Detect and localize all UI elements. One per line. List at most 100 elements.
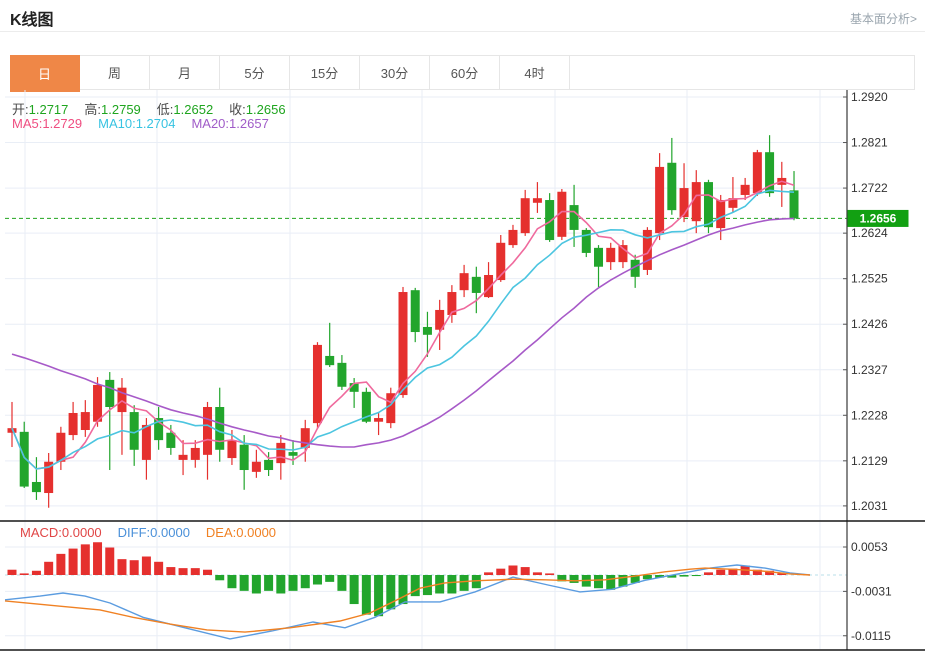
macd-bar xyxy=(337,575,347,591)
candle-body xyxy=(630,259,640,277)
header-divider xyxy=(0,31,925,32)
candle-body xyxy=(496,242,506,281)
legend-label: 开: xyxy=(12,102,29,117)
legend-item: 开:1.2717 xyxy=(12,102,68,117)
price-axis-label: 1.2031 xyxy=(851,499,888,513)
legend-item: MA20:1.2657 xyxy=(191,116,268,131)
candle-body xyxy=(44,461,54,494)
tab-h4[interactable]: 4时 xyxy=(500,56,570,89)
candle-body xyxy=(679,188,689,218)
candle-body xyxy=(716,200,726,229)
macd-bar xyxy=(508,565,518,575)
ma5-line xyxy=(11,180,795,470)
price-axis-label: 1.2228 xyxy=(851,408,888,422)
candle-body xyxy=(655,166,665,234)
legend-value: 1.2657 xyxy=(229,116,269,131)
candle-body xyxy=(68,412,78,436)
legend-label: MA20: xyxy=(191,116,230,131)
current-price-badge-value: 1.2656 xyxy=(860,211,897,225)
candle-body xyxy=(239,444,249,471)
macd-bar xyxy=(154,561,164,575)
ohlc-legend: 开:1.2717 高:1.2759 低:1.2652 收:1.2656 xyxy=(12,99,302,118)
macd-bar xyxy=(44,561,54,575)
legend-value: 1.2759 xyxy=(101,102,141,117)
macd-bar xyxy=(520,567,530,575)
tab-m60[interactable]: 60分 xyxy=(430,56,500,89)
candle-body xyxy=(752,152,762,194)
macd-bar xyxy=(239,575,249,591)
candle-body xyxy=(300,428,310,448)
macd-bar xyxy=(68,548,78,575)
candle-body xyxy=(349,383,359,392)
macd-bar xyxy=(484,572,494,575)
candle-body xyxy=(7,428,17,433)
tab-week[interactable]: 周 xyxy=(80,56,150,89)
legend-item: MACD:0.0000 xyxy=(20,525,102,540)
legend-value: 1.2656 xyxy=(245,102,286,117)
macd-bar xyxy=(655,575,665,578)
macd-bar xyxy=(496,568,506,575)
candle-body xyxy=(361,391,371,422)
macd-bar xyxy=(7,569,17,575)
candle-body xyxy=(288,452,298,456)
tab-m5[interactable]: 5分 xyxy=(220,56,290,89)
candle-body xyxy=(325,355,335,366)
page-title: K线图 xyxy=(10,12,54,29)
fundamental-analysis-link[interactable]: 基本面分析> xyxy=(849,12,917,26)
macd-bar xyxy=(679,575,689,577)
macd-bar xyxy=(19,573,29,575)
legend-item: MA5:1.2729 xyxy=(12,116,82,131)
candle-body xyxy=(545,200,555,241)
period-tabbar: 日周月 5分 15分 30分 60分 4时 xyxy=(10,55,915,92)
macd-bar xyxy=(703,572,713,575)
macd-bar xyxy=(141,556,151,575)
macd-bar xyxy=(264,575,274,591)
diff-line xyxy=(4,564,811,640)
macd-bar xyxy=(215,575,225,581)
macd-bar xyxy=(386,575,396,610)
macd-bar xyxy=(618,575,628,587)
macd-bar xyxy=(117,559,127,575)
candle-body xyxy=(80,412,90,431)
candle-body xyxy=(56,432,66,462)
dea-line xyxy=(4,567,811,633)
candle-body xyxy=(471,276,481,293)
macd-bar xyxy=(80,544,90,575)
legend-item: MA10:1.2704 xyxy=(98,116,175,131)
macd-bar xyxy=(374,575,384,617)
candle-body xyxy=(154,418,164,441)
legend-value: 1.2717 xyxy=(28,102,69,117)
macd-axis-label: -0.0031 xyxy=(851,584,892,598)
macd-bar xyxy=(777,573,787,575)
tab-month[interactable]: 月 xyxy=(150,56,220,89)
macd-bar xyxy=(557,575,567,582)
candle-body xyxy=(618,245,628,263)
price-axis-label: 1.2722 xyxy=(851,181,888,195)
macd-bar xyxy=(447,575,457,594)
macd-bar xyxy=(276,575,286,594)
price-axis-label: 1.2920 xyxy=(851,90,888,104)
tab-day[interactable]: 日 xyxy=(10,55,80,92)
candle-body xyxy=(789,190,799,219)
macd-bar xyxy=(56,553,66,575)
candle-body xyxy=(581,229,591,253)
macd-bar xyxy=(532,572,542,575)
macd-bar xyxy=(569,575,579,583)
candle-body xyxy=(215,407,225,450)
macd-bar xyxy=(190,568,200,575)
legend-value: 1.2652 xyxy=(173,102,214,117)
candle-body xyxy=(386,393,396,424)
legend-label: 收: xyxy=(229,102,246,117)
candle-body xyxy=(203,407,213,455)
macd-bar xyxy=(300,575,310,589)
candle-body xyxy=(569,205,579,230)
candle-body xyxy=(227,440,237,459)
ma10-line xyxy=(11,189,795,470)
tab-m15[interactable]: 15分 xyxy=(290,56,360,89)
macd-bar xyxy=(471,575,481,589)
tab-m30[interactable]: 30分 xyxy=(360,56,430,89)
legend-label: MACD: xyxy=(20,525,62,540)
candle-body xyxy=(190,447,200,460)
